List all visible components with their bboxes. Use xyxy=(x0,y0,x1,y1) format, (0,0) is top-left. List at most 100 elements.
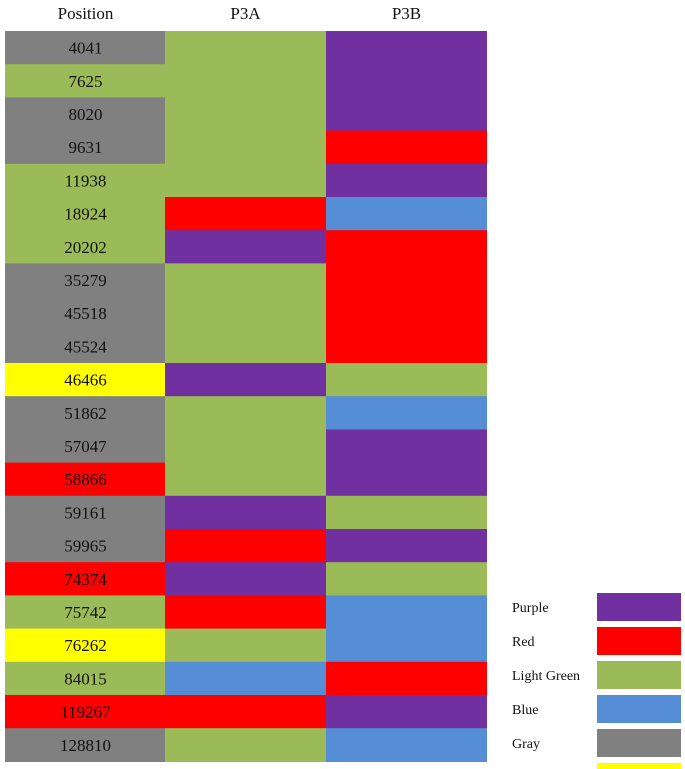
cell-p3b-74374 xyxy=(326,562,487,596)
cell-position-59965 xyxy=(5,529,166,563)
cell-p3b-8020 xyxy=(326,97,487,132)
cell-p3a-11938 xyxy=(165,163,326,198)
cell-p3a-58866 xyxy=(165,462,326,497)
legend-swatch-gray xyxy=(597,729,681,757)
legend-swatch-light-green xyxy=(597,661,681,689)
cell-p3a-128810 xyxy=(165,728,326,762)
position-label-7625: 7625 xyxy=(69,72,103,91)
cell-p3b-84015 xyxy=(326,661,487,696)
cell-position-4041 xyxy=(5,31,166,65)
cell-p3b-128810 xyxy=(326,728,487,762)
cell-p3b-46466 xyxy=(326,363,487,397)
cell-position-51862 xyxy=(5,396,166,430)
legend-label-blue: Blue xyxy=(512,703,538,718)
cell-position-45524 xyxy=(5,329,166,364)
cell-p3a-84015 xyxy=(165,661,326,696)
cell-position-76262 xyxy=(5,628,166,663)
position-label-75742: 75742 xyxy=(64,603,107,622)
legend-label-light-green: Light Green xyxy=(512,669,580,684)
column-header-position: Position xyxy=(58,4,114,23)
cell-p3b-119267 xyxy=(326,695,487,729)
position-label-45518: 45518 xyxy=(64,304,107,323)
cell-p3a-59161 xyxy=(165,495,326,530)
position-label-59965: 59965 xyxy=(64,537,107,556)
cell-p3b-20202 xyxy=(326,230,487,264)
cell-position-74374 xyxy=(5,562,166,596)
cell-p3a-45518 xyxy=(165,296,326,331)
legend-swatch-purple xyxy=(597,593,681,621)
cell-position-45518 xyxy=(5,296,166,331)
legend-label-red: Red xyxy=(512,635,535,650)
cell-p3b-35279 xyxy=(326,263,487,298)
position-label-128810: 128810 xyxy=(60,736,111,755)
cell-position-128810 xyxy=(5,728,166,762)
position-label-9631: 9631 xyxy=(69,138,103,157)
cell-p3b-75742 xyxy=(326,595,487,630)
position-label-46466: 46466 xyxy=(64,371,107,390)
position-label-74374: 74374 xyxy=(64,570,107,589)
cell-position-9631 xyxy=(5,130,166,165)
position-label-57047: 57047 xyxy=(64,437,107,456)
legend-swatch-red xyxy=(597,627,681,655)
cell-p3a-4041 xyxy=(165,31,326,65)
cell-p3b-58866 xyxy=(326,462,487,497)
legend-swatch-blue xyxy=(597,695,681,723)
position-label-45524: 45524 xyxy=(64,337,107,356)
position-label-11938: 11938 xyxy=(65,171,107,190)
legend-swatch-yellow xyxy=(597,763,681,769)
position-label-51862: 51862 xyxy=(64,404,107,423)
cell-position-7625 xyxy=(5,64,166,98)
column-header-p3a: P3A xyxy=(230,4,261,23)
cell-p3a-46466 xyxy=(165,363,326,397)
cell-position-18924 xyxy=(5,197,166,231)
cell-p3a-57047 xyxy=(165,429,326,464)
cell-p3a-76262 xyxy=(165,628,326,663)
cell-p3b-7625 xyxy=(326,64,487,98)
cell-p3a-74374 xyxy=(165,562,326,596)
cell-p3b-51862 xyxy=(326,396,487,430)
cell-p3a-20202 xyxy=(165,230,326,264)
position-label-18924: 18924 xyxy=(64,205,107,224)
position-label-35279: 35279 xyxy=(64,271,107,290)
legend-label-gray: Gray xyxy=(512,737,540,752)
cell-p3b-59161 xyxy=(326,495,487,530)
cell-position-84015 xyxy=(5,661,166,696)
cell-position-58866 xyxy=(5,462,166,497)
cell-p3b-9631 xyxy=(326,130,487,165)
cell-position-57047 xyxy=(5,429,166,464)
cell-position-8020 xyxy=(5,97,166,132)
position-label-76262: 76262 xyxy=(64,636,107,655)
position-label-84015: 84015 xyxy=(64,669,107,688)
cell-p3a-8020 xyxy=(165,97,326,132)
cell-p3a-7625 xyxy=(165,64,326,98)
cell-p3a-45524 xyxy=(165,329,326,364)
cell-p3b-57047 xyxy=(326,429,487,464)
position-label-20202: 20202 xyxy=(64,238,107,257)
position-label-4041: 4041 xyxy=(69,39,103,58)
cell-p3a-18924 xyxy=(165,197,326,231)
column-header-p3b: P3B xyxy=(392,4,421,23)
cell-position-20202 xyxy=(5,230,166,264)
cell-p3b-76262 xyxy=(326,628,487,663)
cell-p3b-45518 xyxy=(326,296,487,331)
cell-p3b-4041 xyxy=(326,31,487,65)
position-label-119267: 119267 xyxy=(60,703,111,722)
cell-p3a-119267 xyxy=(165,695,326,729)
cell-position-46466 xyxy=(5,363,166,397)
legend-label-purple: Purple xyxy=(512,601,549,616)
cell-p3a-35279 xyxy=(165,263,326,298)
cell-p3a-75742 xyxy=(165,595,326,630)
position-label-8020: 8020 xyxy=(69,105,103,124)
cell-p3a-9631 xyxy=(165,130,326,165)
cell-p3a-59965 xyxy=(165,529,326,563)
cell-p3b-45524 xyxy=(326,329,487,364)
cell-position-11938 xyxy=(5,163,166,198)
cell-p3b-11938 xyxy=(326,163,487,198)
position-label-58866: 58866 xyxy=(64,470,107,489)
position-label-59161: 59161 xyxy=(64,503,107,522)
cell-position-75742 xyxy=(5,595,166,630)
cell-position-119267 xyxy=(5,695,166,729)
cell-p3a-51862 xyxy=(165,396,326,430)
cell-position-59161 xyxy=(5,495,166,530)
